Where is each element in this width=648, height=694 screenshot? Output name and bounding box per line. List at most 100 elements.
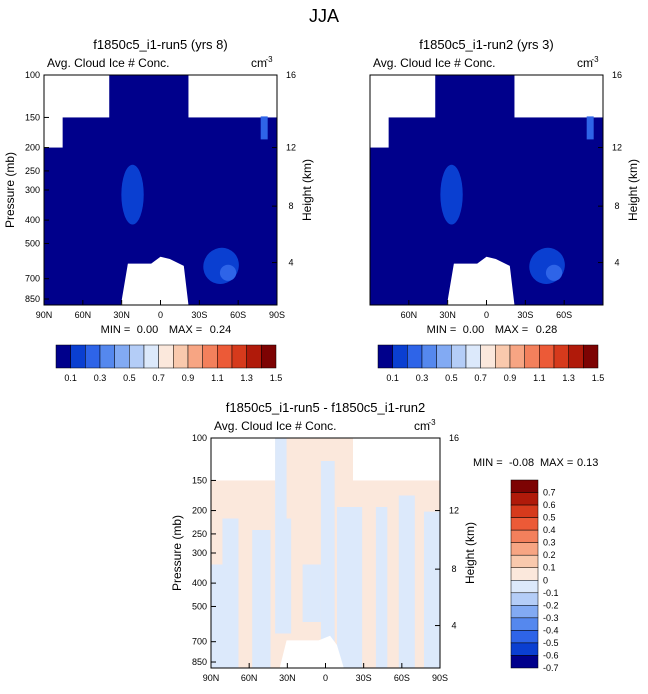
stat-min-value: 0.00 — [463, 324, 484, 336]
colorbar-swatch — [510, 655, 539, 669]
colorbar-label: 0.7 — [152, 373, 165, 383]
y2-tick-label: 16 — [449, 433, 459, 443]
colorbar-label: 0.3 — [543, 538, 556, 548]
diff-patch — [252, 530, 271, 668]
orography-mask — [279, 635, 344, 668]
diff-patch — [320, 461, 335, 668]
diff-patch — [375, 507, 388, 668]
panel-subtitle: Avg. Cloud Ice # Conc. — [373, 56, 496, 70]
y-tick-label: 100 — [192, 433, 207, 443]
colorbar-swatch — [436, 344, 452, 369]
colorbar-label: 1.5 — [270, 373, 283, 383]
field-region — [62, 117, 277, 149]
colorbar-swatch — [524, 344, 540, 369]
y-tick-label: 850 — [192, 657, 207, 667]
colorbar-swatch — [480, 344, 496, 369]
y-tick-label: 200 — [25, 143, 40, 153]
colorbar-label: 0.6 — [543, 500, 556, 510]
x-tick-label: 60S — [230, 310, 246, 320]
colorbar-label: -0.4 — [543, 625, 559, 635]
panel-subtitle: Avg. Cloud Ice # Conc. — [47, 56, 170, 70]
y-tick-label: 400 — [192, 578, 207, 588]
colorbar-swatch — [143, 344, 159, 369]
stat-min-value: -0.08 — [509, 457, 534, 469]
y2-tick-label: 12 — [286, 143, 296, 153]
colorbar-label: -0.3 — [543, 613, 559, 623]
colorbar-swatch — [99, 344, 115, 369]
x-tick-label: 30N — [113, 310, 130, 320]
y-tick-label: 100 — [25, 70, 40, 80]
colorbar-label: 1.1 — [533, 373, 546, 383]
y-tick-label: 400 — [25, 215, 40, 225]
x-tick-label: 90N — [203, 673, 220, 683]
colorbar-swatch — [421, 344, 437, 369]
x-tick-label: 60S — [394, 673, 410, 683]
field-region — [275, 438, 353, 482]
y2-tick-label: 4 — [288, 258, 293, 268]
colorbar-swatch — [55, 344, 71, 369]
diff-patch — [275, 518, 292, 634]
stat-min-label: MIN = — [473, 457, 503, 469]
colorbar-label: 0.1 — [386, 373, 399, 383]
colorbar-swatch — [510, 479, 539, 493]
colorbar-label: 0.9 — [182, 373, 195, 383]
colorbar-swatch — [377, 344, 393, 369]
units-label: cm — [251, 56, 267, 70]
ice-blob — [121, 164, 144, 225]
colorbar-swatch — [510, 492, 539, 506]
colorbar-label: -0.5 — [543, 638, 559, 648]
diff-patch — [398, 495, 415, 668]
x-tick-label: 90S — [269, 310, 285, 320]
colorbar-swatch — [261, 344, 277, 369]
units-label: cm — [577, 56, 593, 70]
y-tick-label: 500 — [192, 601, 207, 611]
y-tick-label: 700 — [25, 274, 40, 284]
x-tick-label: 90N — [36, 310, 53, 320]
colorbar-label: 0.3 — [94, 373, 107, 383]
ice-blob — [440, 164, 463, 225]
y2-tick-label: 8 — [451, 564, 456, 574]
y2-axis-label: Height (km) — [463, 522, 477, 584]
colorbar-swatch — [553, 344, 569, 369]
colorbar-swatch — [451, 344, 467, 369]
diff-patch — [222, 518, 239, 668]
colorbar-swatch — [539, 344, 555, 369]
colorbar-swatch — [510, 542, 539, 556]
colorbar-label: 0.1 — [64, 373, 77, 383]
stat-min-label: MIN = — [101, 324, 131, 336]
colorbar-label: -0.6 — [543, 650, 559, 660]
colorbar-label: 0.9 — [504, 373, 517, 383]
colorbar-swatch — [568, 344, 584, 369]
colorbar-swatch — [510, 630, 539, 644]
colorbar-label: 0 — [543, 575, 548, 585]
stat-max-value: 0.24 — [210, 324, 231, 336]
stat-min-value: 0.00 — [137, 324, 158, 336]
colorbar-label: 0.7 — [543, 488, 556, 498]
stat-min-label: MIN = — [427, 324, 457, 336]
colorbar-label: -0.2 — [543, 600, 559, 610]
x-tick-label: 30S — [191, 310, 207, 320]
colorbar-swatch — [85, 344, 101, 369]
y-tick-label: 850 — [25, 294, 40, 304]
stat-max-value: 0.28 — [536, 324, 557, 336]
figure-title: JJA — [308, 6, 339, 26]
colorbar-label: 1.5 — [592, 373, 605, 383]
colorbar-swatch — [70, 344, 86, 369]
colorbar-swatch — [583, 344, 599, 369]
x-tick-label: 30S — [356, 673, 372, 683]
colorbar-swatch — [187, 344, 203, 369]
colorbar-label: 0.5 — [543, 513, 556, 523]
colorbar-swatch — [510, 504, 539, 518]
y2-tick-label: 4 — [451, 621, 456, 631]
colorbar-swatch — [510, 567, 539, 581]
y2-axis-label: Height (km) — [626, 159, 640, 221]
colorbar-swatch — [510, 517, 539, 531]
colorbar-label: 0.4 — [543, 525, 556, 535]
colorbar-label: 0.2 — [543, 550, 556, 560]
chart-panel-3: f1850c5_i1-run5 - f1850c5_i1-run2 Avg. Cl… — [170, 400, 598, 683]
y-tick-label: 500 — [25, 238, 40, 248]
colorbar-swatch — [510, 617, 539, 631]
ice-streak — [586, 116, 594, 140]
colorbar-swatch — [495, 344, 511, 369]
